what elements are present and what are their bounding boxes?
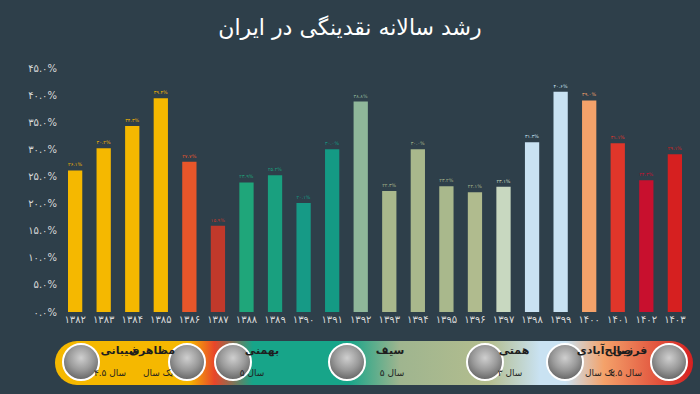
svg-text:۲۰.۰%: ۲۰.۰% xyxy=(28,198,57,209)
svg-text:۳۹.۴%: ۳۹.۴% xyxy=(154,89,168,95)
svg-text:۲۵.۲%: ۲۵.۲% xyxy=(268,166,282,172)
svg-text:۳۵.۰%: ۳۵.۰% xyxy=(28,117,57,128)
svg-text:۱۳۹۳: ۱۳۹۳ xyxy=(379,314,401,325)
svg-text:۱۳۹۰: ۱۳۹۰ xyxy=(293,314,314,325)
svg-text:۴۰.۶%: ۴۰.۶% xyxy=(554,83,568,89)
svg-text:۱۳۸۷: ۱۳۸۷ xyxy=(207,314,229,325)
svg-text:۱۰.۰%: ۱۰.۰% xyxy=(28,252,57,263)
svg-text:۱۳۸۴: ۱۳۸۴ xyxy=(122,314,143,325)
svg-text:۰.۰%: ۰.۰% xyxy=(34,307,57,318)
svg-text:۱۳۸۳: ۱۳۸۳ xyxy=(93,314,115,325)
svg-text:رشد سالانه نقدینگی در ایران: رشد سالانه نقدینگی در ایران xyxy=(218,15,481,40)
svg-text:۳۰.۰%: ۳۰.۰% xyxy=(28,144,57,155)
svg-text:۱۴۰۱: ۱۴۰۱ xyxy=(607,314,628,325)
html-text:۳ سال: ۳ سال xyxy=(497,368,523,378)
svg-text:۱۵.۹%: ۱۵.۹% xyxy=(211,217,225,223)
svg-text:۳۹.۰%: ۳۹.۰% xyxy=(582,91,596,97)
svg-text:۱۴۰۳: ۱۴۰۳ xyxy=(664,314,686,325)
svg-text:۵.۰%: ۵.۰% xyxy=(34,279,57,290)
svg-text:۱۳۸۸: ۱۳۸۸ xyxy=(236,314,258,325)
svg-text:۲۳.۹%: ۲۳.۹% xyxy=(239,173,253,179)
svg-text:۱۳۸۵: ۱۳۸۵ xyxy=(150,314,171,325)
svg-text:۲۲.۳%: ۲۲.۳% xyxy=(382,182,396,188)
svg-text:۱۳۸۶: ۱۳۸۶ xyxy=(179,314,200,325)
svg-text:۲۵.۰%: ۲۵.۰% xyxy=(28,171,57,182)
svg-text:۳۰.۲%: ۳۰.۲% xyxy=(97,139,111,145)
svg-text:۲۳.۲%: ۲۳.۲% xyxy=(439,177,453,183)
html-text:صالح‌آبادی: صالح‌آبادی xyxy=(576,344,632,357)
svg-text:۱۴۰۲: ۱۴۰۲ xyxy=(636,314,657,325)
svg-text:۲۴.۳%: ۲۴.۳% xyxy=(639,171,653,177)
svg-text:۲۷.۷%: ۲۷.۷% xyxy=(182,153,196,159)
svg-text:۱۳۹۷: ۱۳۹۷ xyxy=(493,314,515,325)
svg-text:۱۳۸۲: ۱۳۸۲ xyxy=(64,314,85,325)
html-text:سیف: سیف xyxy=(375,344,405,357)
svg-text:۱۵.۰%: ۱۵.۰% xyxy=(28,225,57,236)
svg-text:۳۱.۳%: ۳۱.۳% xyxy=(525,133,539,139)
svg-text:۱۳۹۸: ۱۳۹۸ xyxy=(521,314,543,325)
svg-text:۱۴۰۰: ۱۴۰۰ xyxy=(578,314,599,325)
html-text:همتی: همتی xyxy=(498,344,530,357)
svg-text:۱۳۹۶: ۱۳۹۶ xyxy=(464,314,485,325)
html-text:فرزین: فرزین xyxy=(612,344,648,357)
svg-text:۲۳.۱%: ۲۳.۱% xyxy=(496,178,510,184)
html-text:۲.۵ سال: ۲.۵ سال xyxy=(609,368,643,378)
html-text:مظاهری: مظاهری xyxy=(128,344,176,357)
html-text:۴.۵ سال: ۴.۵ سال xyxy=(93,368,127,378)
svg-text:۱۳۹۵: ۱۳۹۵ xyxy=(436,314,457,325)
svg-text:۳۸.۸%: ۳۸.۸% xyxy=(354,93,368,99)
html-text:بهمنی: بهمنی xyxy=(244,344,280,357)
html-text:۵ سال: ۵ سال xyxy=(379,368,405,378)
svg-text:۱۳۹۴: ۱۳۹۴ xyxy=(407,314,428,325)
html-text:یک سال: یک سال xyxy=(142,368,174,378)
html-text:شیبانی: شیبانی xyxy=(100,344,140,357)
svg-text:۴۵.۰%: ۴۵.۰% xyxy=(28,63,57,74)
svg-text:۱۳۹۱: ۱۳۹۱ xyxy=(321,314,342,325)
svg-text:۳۱.۱%: ۳۱.۱% xyxy=(611,134,625,140)
svg-text:۲۶.۱%: ۲۶.۱% xyxy=(68,161,82,167)
svg-text:۴۰.۰%: ۴۰.۰% xyxy=(28,90,57,101)
svg-text:۳۰.۰%: ۳۰.۰% xyxy=(411,140,425,146)
svg-text:۱۳۹۹: ۱۳۹۹ xyxy=(550,314,571,325)
svg-text:۱۳۹۲: ۱۳۹۲ xyxy=(350,314,371,325)
svg-text:۳۴.۳%: ۳۴.۳% xyxy=(125,117,139,123)
svg-text:۲۹.۱%: ۲۹.۱% xyxy=(668,145,682,151)
html-text:یک سال: یک سال xyxy=(584,368,616,378)
svg-text:۲۲.۱%: ۲۲.۱% xyxy=(468,183,482,189)
svg-text:۲۰.۱%: ۲۰.۱% xyxy=(296,194,310,200)
svg-text:۱۳۸۹: ۱۳۸۹ xyxy=(264,314,285,325)
svg-text:۳۰.۰%: ۳۰.۰% xyxy=(325,140,339,146)
html-text:۵ سال: ۵ سال xyxy=(239,368,265,378)
